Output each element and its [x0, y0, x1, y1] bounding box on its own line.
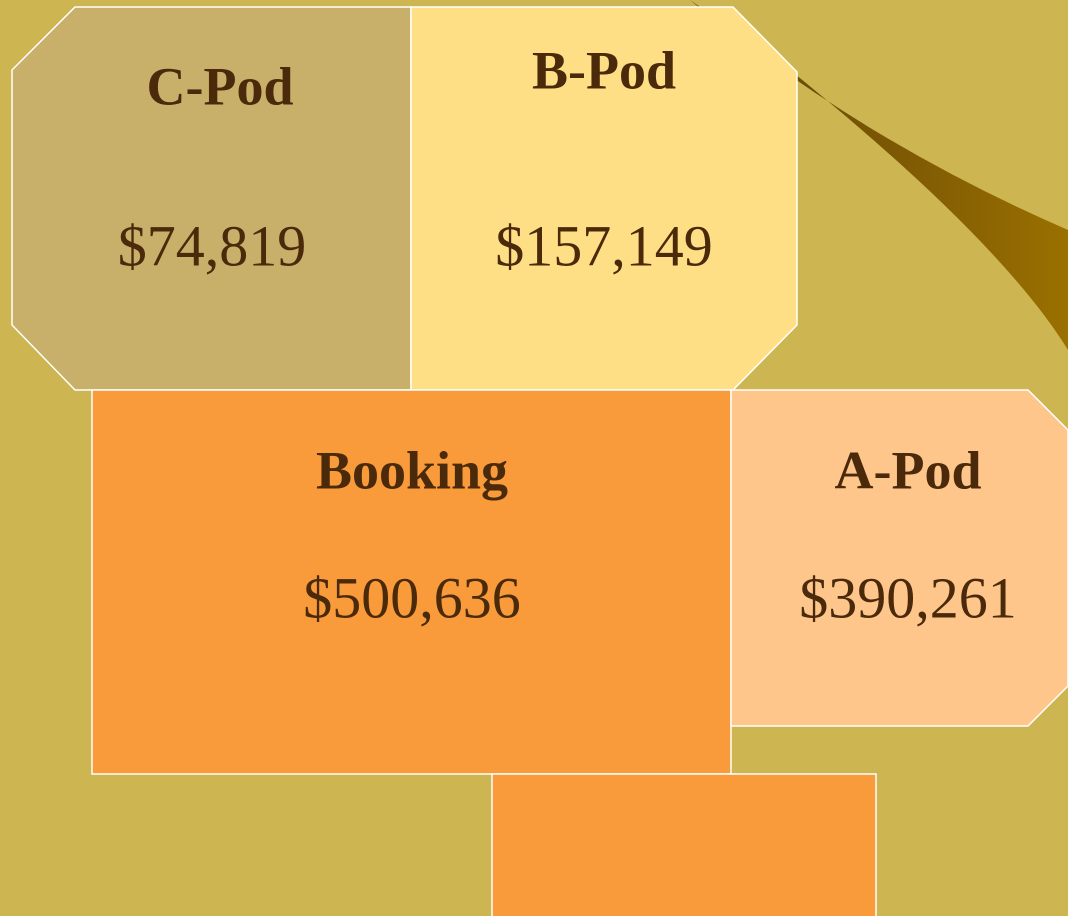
a-pod-box [730, 389, 1068, 727]
box-label: C-Pod [147, 56, 294, 116]
box-label: B-Pod [532, 40, 676, 100]
box-amount: $74,819 [118, 213, 307, 278]
box-label: A-Pod [835, 440, 982, 500]
box-label: Booking [316, 440, 508, 500]
box-amount: $157,149 [495, 213, 713, 278]
box-amount: $390,261 [799, 565, 1017, 630]
box-amount: $500,636 [303, 565, 521, 630]
lower-box [491, 773, 877, 916]
booking-box [91, 389, 732, 775]
